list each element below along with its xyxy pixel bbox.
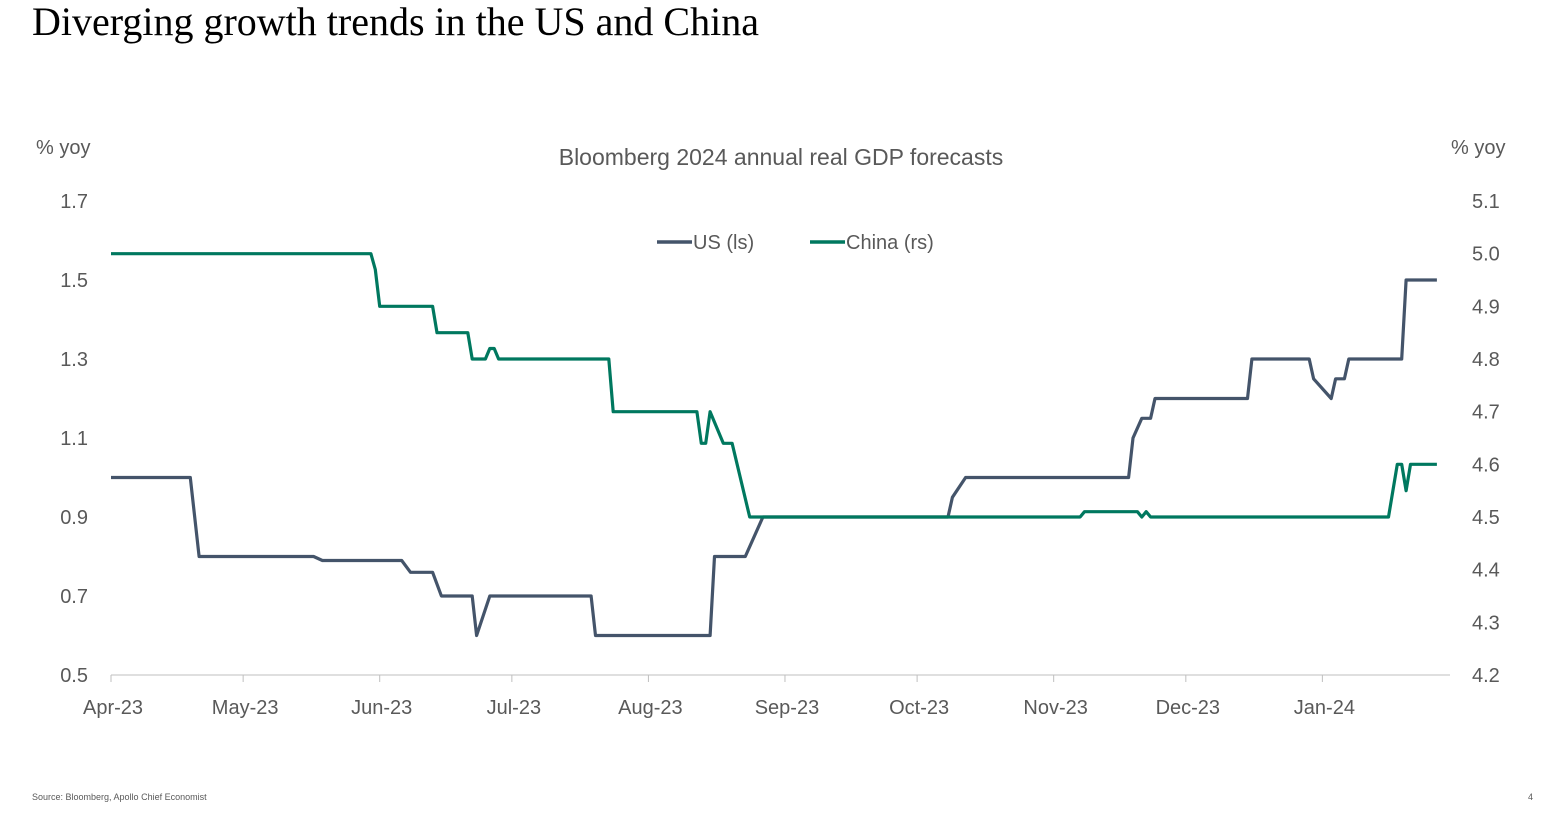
x-tick-label: Jan-24 xyxy=(1294,697,1355,719)
y-left-axis-label: % yoy xyxy=(36,137,90,159)
y-left-tick-label: 1.1 xyxy=(60,428,88,450)
axes: Apr-23 May-23 Jun-23 Jul-23 Aug-23 Sep-23 Oct-… xyxy=(60,191,1500,719)
y-left-tick-label: 1.3 xyxy=(60,349,88,371)
x-tick-label: Apr-23 xyxy=(83,697,143,719)
y-right-tick-label: 4.6 xyxy=(1472,454,1500,476)
page-number: 4 xyxy=(1527,792,1533,802)
slide-title: Diverging growth trends in the US and Ch… xyxy=(32,0,759,44)
legend: US (ls) China (rs) xyxy=(657,232,934,254)
x-tick-label: Aug-23 xyxy=(618,697,683,719)
legend-label-china: China (rs) xyxy=(846,232,934,254)
x-tick-label: Oct-23 xyxy=(889,697,949,719)
y-right-axis-label: % yoy xyxy=(1451,137,1505,159)
x-tick-label: Jun-23 xyxy=(351,697,412,719)
x-tick-label: Jul-23 xyxy=(487,697,541,719)
y-right-tick-label: 4.2 xyxy=(1472,665,1500,687)
series-line-us xyxy=(111,278,1437,638)
y-right-tick-label: 5.0 xyxy=(1472,244,1500,266)
x-tick-label: Sep-23 xyxy=(755,697,820,719)
y-left-tick-label: 0.9 xyxy=(60,507,88,529)
source-note: Source: Bloomberg, Apollo Chief Economis… xyxy=(32,792,207,802)
y-left-tick-label: 0.5 xyxy=(60,665,88,687)
y-right-tick-label: 5.1 xyxy=(1472,191,1500,213)
y-left-tick-label: 1.5 xyxy=(60,270,88,292)
series-lines xyxy=(111,252,1437,638)
y-right-tick-label: 4.7 xyxy=(1472,402,1500,424)
x-tick-label: May-23 xyxy=(212,697,279,719)
legend-label-us: US (ls) xyxy=(693,232,754,254)
y-left-tick-label: 0.7 xyxy=(60,586,88,608)
chart-title: Bloomberg 2024 annual real GDP forecasts xyxy=(559,144,1004,170)
y-right-tick-label: 4.4 xyxy=(1472,560,1500,582)
x-tick-label: Nov-23 xyxy=(1023,697,1087,719)
y-left-tick-label: 1.7 xyxy=(60,191,88,213)
y-right-tick-label: 4.9 xyxy=(1472,296,1500,318)
series-line-china xyxy=(111,252,1437,519)
y-right-tick-label: 4.8 xyxy=(1472,349,1500,371)
y-right-tick-label: 4.5 xyxy=(1472,507,1500,529)
y-right-tick-label: 4.3 xyxy=(1472,612,1500,634)
x-tick-label: Dec-23 xyxy=(1156,697,1220,719)
